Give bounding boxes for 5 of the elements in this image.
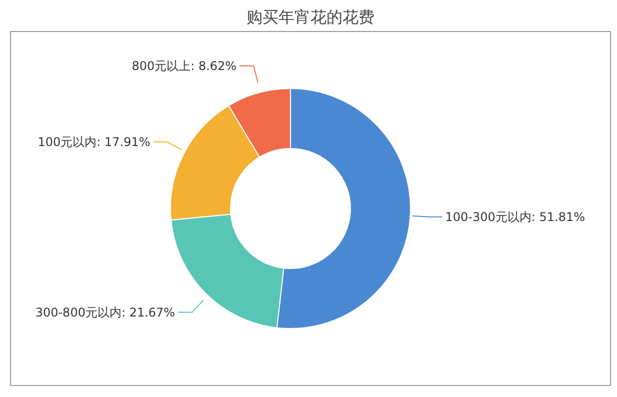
slice-label: 100元以内: 17.91% (38, 134, 150, 149)
slice-label: 100-300元以内: 51.81% (445, 210, 586, 224)
chart-title: 购买年宵花的花费 (246, 8, 374, 26)
slice-label: 300-800元以内: 21.67% (35, 305, 176, 320)
slice-label: 800元以上: 8.62% (132, 58, 237, 73)
